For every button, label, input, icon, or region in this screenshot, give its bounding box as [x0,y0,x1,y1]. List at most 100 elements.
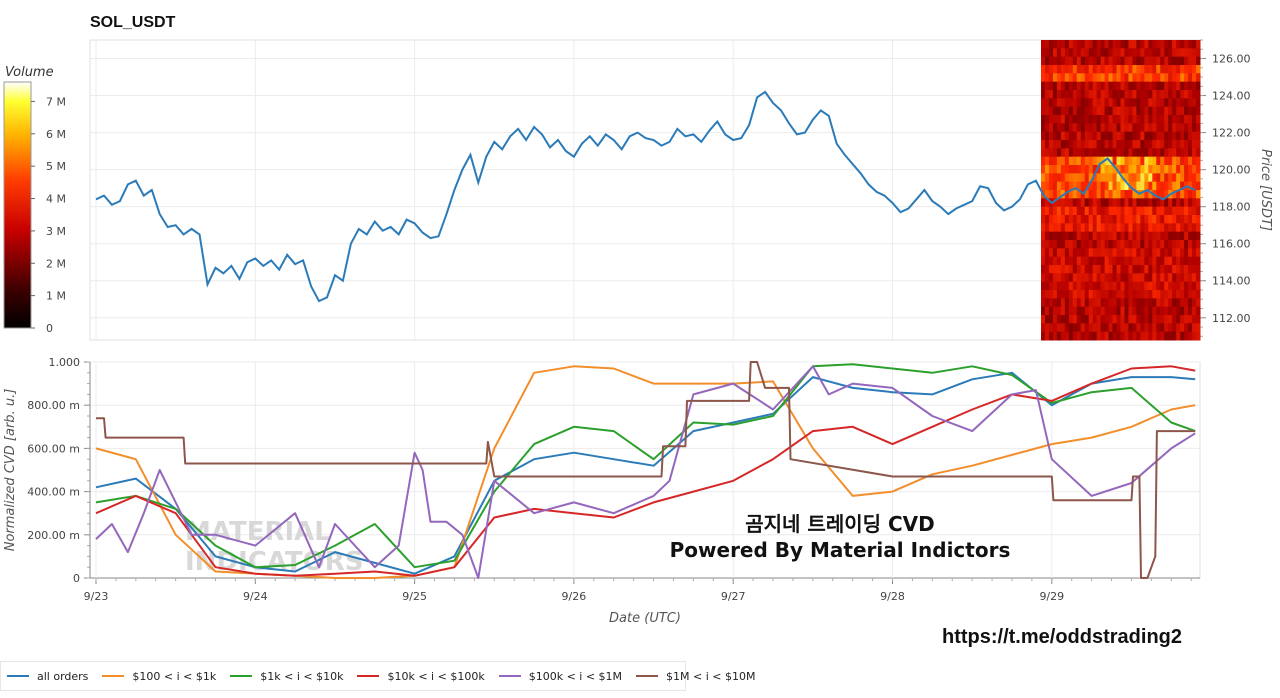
heatmap-cell [1196,190,1201,199]
heatmap-cell [1172,106,1177,116]
heatmap-cell [1056,198,1062,208]
heatmap-cell [1100,165,1106,174]
heatmap-cell [1072,148,1078,158]
heatmap-cell [1112,56,1118,66]
heatmap-cell [1168,198,1173,208]
heatmap-cell [1168,223,1173,233]
heatmap-cell [1156,123,1161,133]
heatmap-cell [1124,290,1129,299]
heatmap-cell [1076,73,1082,83]
heatmap-cell [1128,198,1133,208]
heatmap-cell [1056,290,1062,299]
heatmap-cell [1160,148,1165,158]
heatmap-cell [1096,115,1102,124]
heatmap-cell [1148,40,1153,49]
heatmap-cell [1108,123,1114,133]
heatmap-cell [1164,56,1169,66]
heatmap-cell [1048,323,1054,333]
heatmap-cell [1064,115,1070,124]
cvd-tick-label: 200.00 m [27,529,80,542]
heatmap-cell [1148,140,1153,149]
heatmap-cell [1148,298,1153,308]
heatmap-cell [1168,248,1173,258]
heatmap-cell [1152,81,1157,91]
heatmap-cell [1136,298,1141,308]
heatmap-cell [1164,181,1169,191]
heatmap-cell [1132,256,1137,266]
heatmap-cell [1084,181,1090,191]
legend-item[interactable]: $100k < i < $1M [498,670,622,683]
heatmap-cell [1176,65,1181,74]
heatmap-cell [1196,156,1201,166]
heatmap-cell [1092,65,1098,74]
heatmap-cell [1188,131,1193,141]
heatmap-cell [1072,290,1078,299]
heatmap-cell [1084,256,1090,266]
heatmap-cell [1192,281,1197,291]
heatmap-cell [1136,190,1141,199]
heatmap-cell [1080,90,1086,99]
heatmap-cell [1060,231,1066,241]
heatmap-cell [1120,315,1125,324]
legend-item[interactable]: $1M < i < $10M [636,670,755,683]
heatmap-cell [1108,90,1114,99]
heatmap-cell [1088,73,1094,83]
heatmap-cell [1184,98,1189,108]
heatmap-cell [1152,231,1157,241]
telegram-link[interactable]: https://t.me/oddstrading2 [942,626,1182,648]
heatmap-cell [1196,331,1201,341]
heatmap-cell [1076,265,1082,274]
heatmap-cell [1041,323,1046,333]
legend-item[interactable]: $1k < i < $10k [230,670,343,683]
heatmap-cell [1152,148,1157,158]
cvd-axis-label: Normalized CVD [arb. u.] [3,389,18,552]
heatmap-cell [1160,48,1165,58]
heatmap-cell [1160,131,1165,141]
heatmap-cell [1044,231,1050,241]
heatmap-cell [1056,165,1062,174]
heatmap-cell [1148,273,1153,283]
heatmap-cell [1072,206,1078,216]
heatmap-cell [1104,298,1110,308]
heatmap-cell [1196,148,1201,158]
heatmap-cell [1068,240,1074,249]
heatmap-cell [1104,81,1110,91]
heatmap-cell [1192,190,1197,199]
heatmap-cell [1144,223,1149,233]
heatmap-cell [1144,231,1149,241]
heatmap-cell [1116,215,1121,224]
heatmap-cell [1112,265,1118,274]
heatmap-cell [1132,315,1137,324]
heatmap-cell [1180,56,1185,66]
legend-label: $1k < i < $10k [260,669,344,683]
heatmap-cell [1072,265,1078,274]
heatmap-cell [1044,306,1050,316]
price-axis-label: Price [USDT] [1258,149,1273,231]
heatmap-cell [1072,248,1078,258]
legend-item[interactable]: all orders [7,670,88,683]
heatmap-cell [1112,248,1118,258]
heatmap-cell [1076,281,1082,291]
heatmap-cell [1064,265,1070,274]
legend-item[interactable]: $100 < i < $1k [102,670,216,683]
heatmap-cell [1116,65,1121,74]
heatmap-cell [1164,65,1169,74]
heatmap-cell [1084,248,1090,258]
heatmap-cell [1068,140,1074,149]
heatmap-cell [1132,123,1137,133]
heatmap-cell [1152,323,1157,333]
heatmap-cell [1156,73,1161,83]
heatmap-cell [1076,56,1082,66]
heatmap-cell [1164,198,1169,208]
colorbar-tick-label: 0 [46,322,53,335]
heatmap-cell [1064,165,1070,174]
heatmap-cell [1080,248,1086,258]
heatmap-cell [1116,273,1121,283]
heatmap-cell [1084,148,1090,158]
heatmap-cell [1172,231,1177,241]
heatmap-cell [1060,298,1066,308]
heatmap-cell [1144,156,1149,166]
legend-item[interactable]: $10k < i < $100k [357,670,485,683]
heatmap-cell [1056,215,1062,224]
heatmap-cell [1112,256,1118,266]
